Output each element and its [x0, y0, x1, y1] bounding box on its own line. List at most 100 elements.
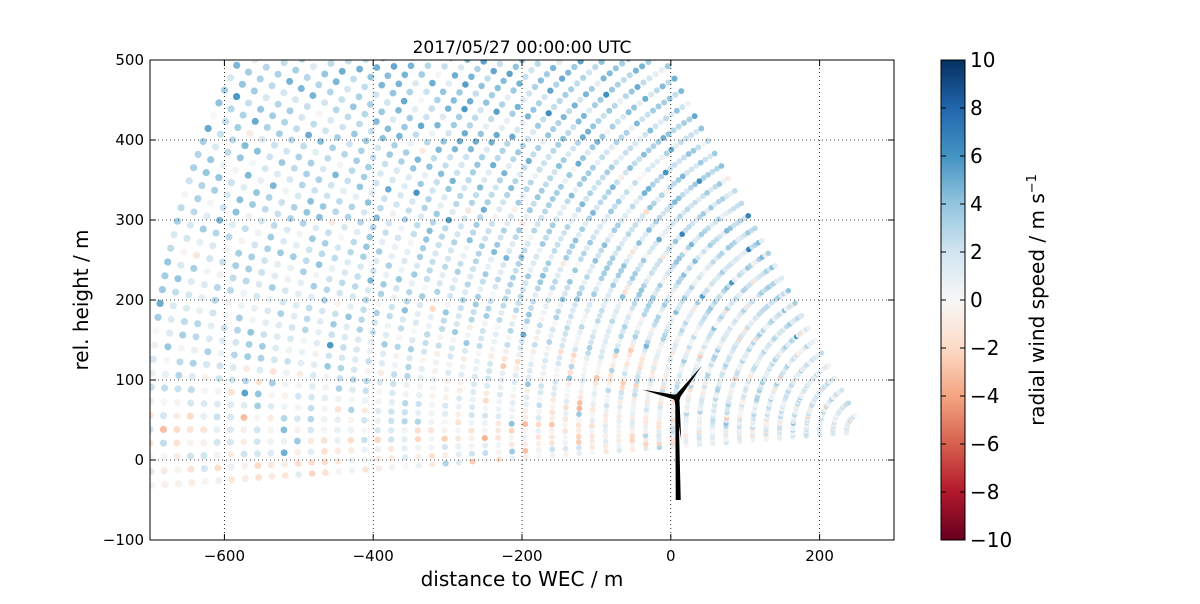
scan-point: [640, 151, 647, 158]
scan-point: [261, 257, 269, 265]
scan-point: [378, 360, 386, 367]
scan-point: [177, 344, 185, 352]
scan-point: [227, 74, 235, 82]
scan-point: [398, 266, 405, 274]
scan-point: [437, 202, 444, 209]
scan-point: [309, 92, 317, 100]
scan-point: [441, 63, 448, 70]
scan-point: [424, 331, 431, 338]
scan-point: [243, 365, 250, 373]
x-tick-label: 200: [805, 547, 834, 565]
scan-point: [320, 416, 328, 423]
scan-point: [401, 427, 408, 434]
scan-point: [455, 411, 462, 418]
scan-point: [576, 181, 583, 188]
scan-point: [429, 219, 437, 226]
scan-point: [482, 99, 490, 106]
scan-point: [253, 438, 261, 446]
scan-point: [577, 256, 584, 263]
scan-point: [429, 258, 436, 265]
scan-point: [692, 199, 698, 206]
scan-point: [369, 224, 377, 231]
scan-point: [522, 73, 529, 81]
scan-point: [469, 404, 476, 411]
scan-point: [634, 83, 641, 91]
scan-point: [186, 439, 194, 447]
scan-point: [568, 218, 575, 225]
scan-point: [405, 174, 413, 181]
scan-point: [404, 372, 411, 380]
scan-point: [596, 359, 603, 365]
scan-point: [374, 407, 382, 415]
y-tick-label: 100: [115, 371, 144, 389]
scan-point: [251, 241, 259, 249]
scan-point: [232, 166, 240, 174]
scan-point: [409, 198, 416, 205]
scan-point: [310, 361, 318, 369]
scan-point: [573, 340, 580, 347]
scan-point: [174, 480, 183, 488]
scan-point: [274, 170, 281, 178]
scan-point: [614, 222, 621, 229]
scan-point: [603, 91, 610, 98]
scan-point: [440, 138, 447, 145]
scan-point: [234, 123, 242, 132]
scan-point: [455, 113, 463, 121]
scan-point: [294, 393, 302, 400]
scan-point: [560, 260, 567, 267]
scan-point: [589, 164, 596, 171]
scan-point: [185, 177, 193, 185]
scan-point: [413, 262, 421, 269]
scan-point: [715, 198, 722, 205]
scan-point: [253, 147, 261, 155]
scan-point: [167, 315, 175, 323]
scan-point: [460, 252, 467, 260]
scan-point: [227, 463, 235, 471]
scan-point: [454, 268, 461, 275]
scan-point: [376, 379, 384, 386]
scan-point: [602, 338, 609, 345]
scan-point: [174, 385, 182, 393]
scan-point: [457, 64, 465, 71]
scan-point: [569, 357, 576, 364]
scan-point: [632, 67, 639, 74]
scan-point: [213, 426, 221, 434]
scan-point: [204, 124, 212, 133]
scan-point: [458, 371, 465, 378]
scan-point: [381, 195, 388, 202]
scan-point: [374, 426, 381, 434]
scan-point: [503, 254, 510, 262]
scan-point: [254, 390, 262, 398]
scan-point: [508, 434, 515, 441]
scan-point: [415, 400, 422, 408]
scan-point: [236, 196, 244, 204]
scan-point: [799, 312, 805, 319]
scan-point: [608, 367, 615, 374]
scan-point: [671, 161, 678, 168]
scan-point: [443, 386, 450, 393]
scan-point: [281, 460, 289, 468]
scan-point: [362, 60, 370, 63]
scan-point: [442, 402, 449, 409]
scan-point: [543, 71, 551, 78]
scan-point: [500, 227, 507, 234]
scan-point: [446, 361, 453, 368]
scan-point: [355, 93, 363, 101]
scan-point: [267, 403, 275, 410]
scan-point: [671, 75, 678, 82]
scan-point: [482, 405, 489, 412]
scan-point: [188, 372, 196, 381]
scan-point: [482, 235, 489, 242]
scan-point: [258, 342, 266, 350]
scan-point: [611, 357, 617, 364]
scan-point: [386, 312, 393, 320]
scan-point: [257, 105, 265, 113]
scan-point: [599, 154, 606, 161]
scan-point: [656, 428, 662, 434]
scan-point: [198, 182, 206, 190]
scan-point: [576, 329, 583, 336]
scan-point: [347, 303, 354, 310]
scan-point: [173, 217, 181, 225]
scan-point: [417, 213, 425, 220]
scan-point: [472, 258, 479, 265]
